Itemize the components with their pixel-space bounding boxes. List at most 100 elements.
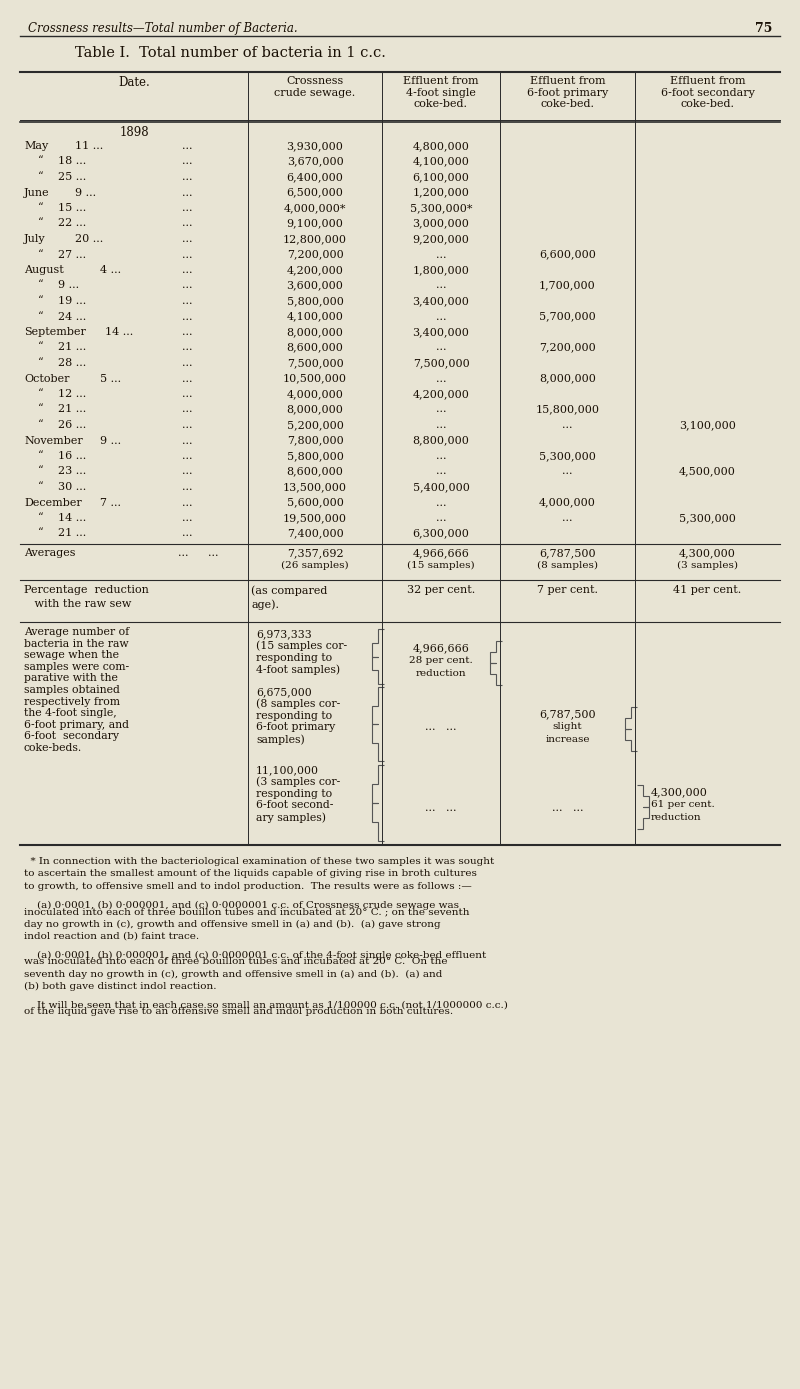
Text: 1,800,000: 1,800,000 bbox=[413, 265, 470, 275]
Text: 8,600,000: 8,600,000 bbox=[286, 343, 343, 353]
Text: 4,300,000: 4,300,000 bbox=[651, 788, 708, 797]
Text: reduction: reduction bbox=[651, 813, 702, 822]
Text: ...   ...: ... ... bbox=[552, 803, 583, 813]
Text: 11,100,000
(3 samples cor-
responding to
6-foot second-
ary samples): 11,100,000 (3 samples cor- responding to… bbox=[256, 765, 340, 822]
Text: ...: ... bbox=[182, 172, 193, 182]
Text: 8,000,000: 8,000,000 bbox=[286, 326, 343, 338]
Text: 28 per cent.: 28 per cent. bbox=[409, 656, 473, 665]
Text: Effluent from
6-foot primary
coke-bed.: Effluent from 6-foot primary coke-bed. bbox=[527, 76, 608, 110]
Text: ...: ... bbox=[208, 549, 218, 558]
Text: slight: slight bbox=[553, 722, 582, 731]
Text: ...: ... bbox=[182, 343, 193, 353]
Text: 22 ...: 22 ... bbox=[58, 218, 86, 229]
Text: to ascertain the smallest amount of the liquids capable of giving rise in broth : to ascertain the smallest amount of the … bbox=[24, 870, 477, 878]
Text: June: June bbox=[24, 188, 50, 197]
Text: 32 per cent.: 32 per cent. bbox=[407, 585, 475, 594]
Text: “: “ bbox=[38, 157, 44, 167]
Text: “: “ bbox=[38, 404, 44, 414]
Text: 25 ...: 25 ... bbox=[58, 172, 86, 182]
Text: 1898: 1898 bbox=[119, 126, 149, 139]
Text: 7,357,692: 7,357,692 bbox=[286, 549, 343, 558]
Text: increase: increase bbox=[546, 735, 590, 745]
Text: 4,966,666: 4,966,666 bbox=[413, 643, 470, 653]
Text: (b) both gave distinct indol reaction.: (b) both gave distinct indol reaction. bbox=[24, 982, 217, 992]
Text: (a) 0·0001, (b) 0·000001, and (c) 0·0000001 c.c. of the 4-foot single coke-bed e: (a) 0·0001, (b) 0·000001, and (c) 0·0000… bbox=[24, 950, 486, 960]
Text: day no growth in (c), growth and offensive smell in (a) and (b).  (a) gave stron: day no growth in (c), growth and offensi… bbox=[24, 920, 441, 929]
Text: 6,600,000: 6,600,000 bbox=[539, 250, 596, 260]
Text: 6,100,000: 6,100,000 bbox=[413, 172, 470, 182]
Text: ...: ... bbox=[182, 142, 193, 151]
Text: 1,200,000: 1,200,000 bbox=[413, 188, 470, 197]
Text: “: “ bbox=[38, 389, 44, 399]
Text: ...: ... bbox=[182, 528, 193, 539]
Text: 19,500,000: 19,500,000 bbox=[283, 513, 347, 524]
Text: ...: ... bbox=[436, 250, 446, 260]
Text: (15 samples): (15 samples) bbox=[407, 561, 475, 569]
Text: Effluent from
6-foot secondary
coke-bed.: Effluent from 6-foot secondary coke-bed. bbox=[661, 76, 754, 110]
Text: 3,100,000: 3,100,000 bbox=[679, 419, 736, 431]
Text: ...: ... bbox=[562, 513, 573, 524]
Text: 7,500,000: 7,500,000 bbox=[286, 358, 343, 368]
Text: 7,400,000: 7,400,000 bbox=[286, 528, 343, 539]
Text: 9 ...: 9 ... bbox=[75, 188, 96, 197]
Text: Table I.  Total number of bacteria in 1 c.c.: Table I. Total number of bacteria in 1 c… bbox=[75, 46, 386, 60]
Text: ...: ... bbox=[436, 467, 446, 476]
Text: 4,200,000: 4,200,000 bbox=[413, 389, 470, 399]
Text: 6,787,500: 6,787,500 bbox=[539, 549, 596, 558]
Text: 4,000,000: 4,000,000 bbox=[539, 497, 596, 507]
Text: ...: ... bbox=[182, 311, 193, 321]
Text: ...: ... bbox=[182, 188, 193, 197]
Text: 9 ...: 9 ... bbox=[100, 436, 121, 446]
Text: Average number of
bacteria in the raw
sewage when the
samples were com-
parative: Average number of bacteria in the raw se… bbox=[24, 626, 130, 753]
Text: July: July bbox=[24, 233, 46, 244]
Text: 23 ...: 23 ... bbox=[58, 467, 86, 476]
Text: 4,966,666: 4,966,666 bbox=[413, 549, 470, 558]
Text: age).: age). bbox=[251, 599, 279, 610]
Text: ...: ... bbox=[436, 343, 446, 353]
Text: Crossness
crude sewage.: Crossness crude sewage. bbox=[274, 76, 356, 97]
Text: 4,100,000: 4,100,000 bbox=[413, 157, 470, 167]
Text: Crossness results—Total number of Bacteria.: Crossness results—Total number of Bacter… bbox=[28, 22, 298, 35]
Text: of the liquid gave rise to an offensive smell and indol production in both cultu: of the liquid gave rise to an offensive … bbox=[24, 1007, 453, 1015]
Text: ...: ... bbox=[436, 497, 446, 507]
Text: “: “ bbox=[38, 343, 44, 353]
Text: ...: ... bbox=[182, 482, 193, 492]
Text: 16 ...: 16 ... bbox=[58, 451, 86, 461]
Text: 4,800,000: 4,800,000 bbox=[413, 142, 470, 151]
Text: “: “ bbox=[38, 250, 44, 260]
Text: ...: ... bbox=[182, 436, 193, 446]
Text: 75: 75 bbox=[754, 22, 772, 35]
Text: “: “ bbox=[38, 467, 44, 476]
Text: “: “ bbox=[38, 172, 44, 182]
Text: 7,800,000: 7,800,000 bbox=[286, 436, 343, 446]
Text: ...: ... bbox=[436, 404, 446, 414]
Text: 1,700,000: 1,700,000 bbox=[539, 281, 596, 290]
Text: 7,500,000: 7,500,000 bbox=[413, 358, 470, 368]
Text: 4,500,000: 4,500,000 bbox=[679, 467, 736, 476]
Text: “: “ bbox=[38, 311, 44, 321]
Text: ...: ... bbox=[182, 358, 193, 368]
Text: ...: ... bbox=[182, 404, 193, 414]
Text: (26 samples): (26 samples) bbox=[281, 561, 349, 569]
Text: 4 ...: 4 ... bbox=[100, 265, 121, 275]
Text: ...: ... bbox=[436, 419, 446, 431]
Text: ...: ... bbox=[182, 218, 193, 229]
Text: 15,800,000: 15,800,000 bbox=[535, 404, 599, 414]
Text: ...: ... bbox=[436, 374, 446, 383]
Text: 3,930,000: 3,930,000 bbox=[286, 142, 343, 151]
Text: August: August bbox=[24, 265, 64, 275]
Text: 18 ...: 18 ... bbox=[58, 157, 86, 167]
Text: ...: ... bbox=[182, 513, 193, 524]
Text: 3,000,000: 3,000,000 bbox=[413, 218, 470, 229]
Text: 14 ...: 14 ... bbox=[58, 513, 86, 524]
Text: 4,300,000: 4,300,000 bbox=[679, 549, 736, 558]
Text: “: “ bbox=[38, 358, 44, 368]
Text: 5,800,000: 5,800,000 bbox=[286, 296, 343, 306]
Text: “: “ bbox=[38, 451, 44, 461]
Text: 5,300,000: 5,300,000 bbox=[679, 513, 736, 524]
Text: ...: ... bbox=[182, 497, 193, 507]
Text: 5,200,000: 5,200,000 bbox=[286, 419, 343, 431]
Text: 8,000,000: 8,000,000 bbox=[539, 374, 596, 383]
Text: 5 ...: 5 ... bbox=[100, 374, 121, 383]
Text: 61 per cent.: 61 per cent. bbox=[651, 800, 714, 808]
